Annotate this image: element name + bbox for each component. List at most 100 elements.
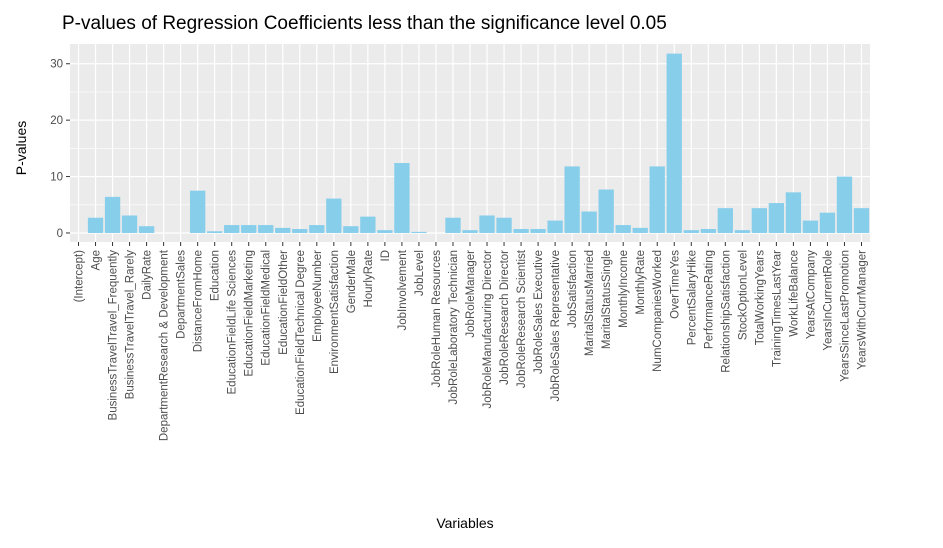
x-tick-label: BusinessTravelTravel_Rarely (125, 250, 137, 400)
x-tick-label: DepartmentResearch & Development (159, 249, 171, 441)
bar (207, 231, 223, 233)
x-tick-label: JobRoleLaboratory Technician (448, 250, 460, 405)
bar (853, 208, 870, 233)
x-tick-label: GenderMale (346, 250, 358, 313)
bar (513, 229, 529, 233)
bar (598, 189, 614, 233)
bar (836, 176, 853, 233)
x-tick-label: Education (210, 250, 222, 301)
bar (751, 208, 768, 233)
y-axis-ticks: 0 10 20 30 (50, 59, 70, 240)
x-tick-label: NumCompaniesWorked (652, 250, 664, 372)
bar (666, 53, 682, 233)
bar (394, 163, 410, 233)
x-tick-label: StockOptionLevel (737, 250, 749, 340)
bar (632, 227, 648, 233)
y-axis-title: P-values (13, 121, 29, 175)
x-tick-label: JobRoleSales Executive (533, 250, 545, 374)
x-tick-label: EnvironmentSatisfaction (329, 250, 341, 374)
x-axis-title: Variables (436, 515, 493, 531)
y-tick-label: 0 (57, 228, 63, 240)
x-tick-label: HourlyRate (363, 250, 375, 308)
bar (343, 226, 359, 233)
x-tick-label: BusinessTravelTravel_Frequently (108, 250, 120, 421)
bar (224, 225, 240, 233)
y-tick-label: 20 (50, 115, 63, 127)
x-tick-label: MonthlyRate (635, 250, 647, 315)
bar (496, 217, 512, 233)
bar (138, 226, 155, 233)
x-tick-label: DistanceFromHome (193, 250, 205, 352)
bar (360, 216, 376, 233)
x-tick-label: YearsInCurrentRole (822, 250, 834, 351)
bar (547, 220, 563, 233)
bar (479, 215, 495, 233)
x-tick-label: EmployeeNumber (312, 250, 324, 342)
bar (530, 229, 546, 233)
bar (292, 229, 308, 233)
bar (445, 217, 461, 233)
x-tick-label: EducationFieldMarketing (244, 250, 256, 377)
bar (649, 166, 665, 233)
x-tick-label: TotalWorkingYears (754, 250, 766, 345)
x-tick-label: EducationFieldOther (278, 250, 290, 355)
x-tick-label: YearsWithCurrManager (856, 250, 868, 370)
bar (411, 231, 427, 233)
x-tick-label: JobRoleResearch Scientist (516, 249, 528, 388)
x-tick-label: JobRoleSales Representative (550, 250, 562, 402)
x-tick-label: ID (380, 250, 392, 262)
x-tick-label: DailyRate (142, 250, 154, 300)
x-tick-label: MaritalStatusMarried (584, 250, 596, 356)
x-tick-label: EducationFieldTechnical Degree (295, 250, 307, 415)
bar (785, 192, 802, 233)
bar (309, 225, 325, 233)
bar (104, 196, 121, 233)
bar (615, 225, 631, 233)
bar (700, 229, 716, 233)
x-tick-label: TrainingTimesLastYear (771, 250, 783, 367)
x-tick-label: WorkLifeBalance (788, 250, 800, 337)
x-tick-label: JobSatisfaction (567, 250, 579, 328)
bar (87, 217, 104, 233)
bar (564, 166, 580, 233)
x-tick-label: EducationFieldMedical (261, 250, 273, 366)
x-tick-label: JobRoleResearch Director (499, 250, 511, 385)
x-tick-label: EducationFieldLife Sciences (227, 250, 239, 395)
bar (326, 198, 342, 233)
x-tick-label: MonthlyIncome (618, 250, 630, 328)
bar (581, 211, 597, 233)
x-tick-label: PercentSalaryHike (686, 250, 698, 345)
y-tick-label: 10 (50, 172, 63, 184)
x-tick-label: RelationshipSatisfaction (720, 250, 732, 373)
x-tick-label: YearsSinceLastPromotion (839, 250, 851, 382)
bar (717, 208, 733, 233)
x-axis-ticks: (Intercept) Age BusinessTravelTravel_Frequ… (74, 242, 868, 441)
x-tick-label: JobRoleManufacturing Director (482, 250, 494, 409)
bar (819, 212, 836, 233)
bar (377, 230, 393, 233)
x-tick-label: JobRoleHuman Resources (431, 250, 443, 388)
y-tick-label: 30 (50, 59, 63, 71)
bar (121, 215, 138, 233)
bar (768, 203, 785, 233)
x-tick-label: MaritalStatusSingle (601, 250, 613, 349)
x-tick-label: (Intercept) (74, 250, 86, 303)
bar (241, 225, 257, 233)
bar (683, 230, 699, 233)
bar (275, 227, 291, 233)
x-tick-label: DepartmentSales (176, 250, 188, 339)
x-tick-label: PerformanceRating (703, 250, 715, 349)
bars (87, 53, 870, 233)
bar (462, 230, 478, 233)
x-tick-label: OverTimeYes (669, 250, 681, 319)
x-tick-label: YearsAtCompany (805, 250, 817, 339)
x-tick-label: Age (91, 250, 103, 270)
chart-title: P-values of Regression Coefficients less… (62, 13, 667, 34)
x-tick-label: JobLevel (414, 250, 426, 296)
major-gridlines (70, 44, 870, 242)
x-tick-label: JobInvolvement (397, 249, 409, 330)
bar (802, 220, 819, 233)
bar (258, 225, 274, 233)
bar (190, 190, 206, 233)
